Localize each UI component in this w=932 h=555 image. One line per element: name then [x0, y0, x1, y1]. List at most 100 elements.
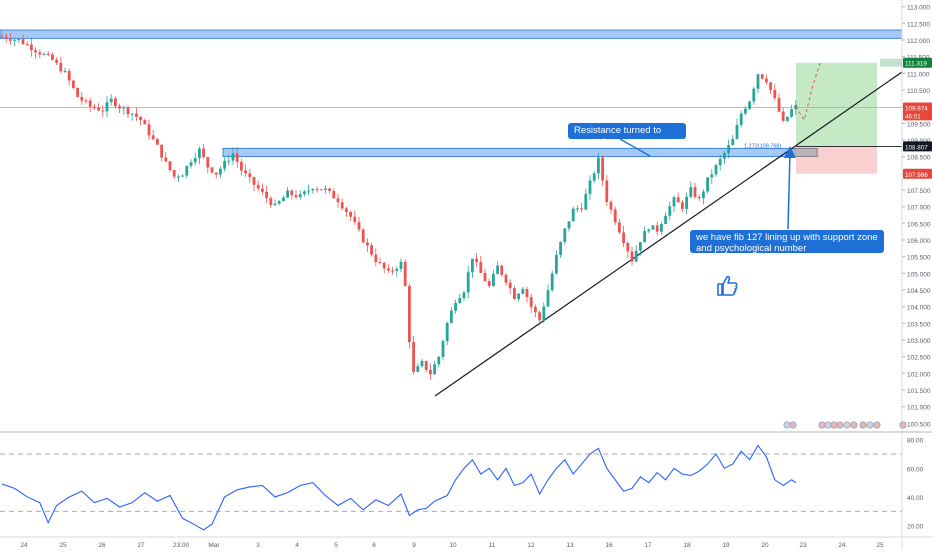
- candle: [735, 118, 739, 140]
- candle-body: [105, 102, 109, 112]
- candle: [139, 116, 142, 126]
- candle: [290, 189, 294, 200]
- candle: [177, 174, 180, 183]
- candle-body: [462, 292, 466, 298]
- candle: [72, 79, 75, 90]
- price-tag-label: 46:01: [905, 113, 921, 120]
- candle-body: [571, 208, 575, 222]
- candle-body: [248, 173, 252, 178]
- candle-body: [76, 87, 79, 97]
- candle: [655, 221, 659, 236]
- candle: [626, 241, 630, 258]
- candle-body: [261, 188, 264, 192]
- candle: [231, 147, 235, 166]
- candle: [206, 156, 210, 174]
- candle: [622, 225, 625, 248]
- candle: [55, 57, 58, 66]
- candle: [261, 183, 264, 196]
- candle: [345, 206, 348, 217]
- candle-body: [67, 71, 71, 81]
- candle: [135, 107, 138, 121]
- candle-body: [534, 306, 537, 313]
- price-tag: 46:01: [903, 110, 932, 121]
- candle-body: [353, 216, 357, 223]
- candle: [580, 203, 583, 213]
- candle: [538, 310, 541, 326]
- candle: [151, 129, 155, 141]
- time-tick-label: 16: [605, 542, 613, 549]
- candle-body: [471, 258, 474, 273]
- time-tick-label: 5: [334, 542, 338, 549]
- candle-body: [227, 160, 231, 162]
- candle-body: [584, 193, 588, 210]
- candle-body: [521, 288, 525, 294]
- fib-box: [788, 148, 818, 157]
- candle: [500, 264, 504, 278]
- price-tick-label: 112.000: [907, 38, 930, 45]
- candle-body: [597, 157, 600, 174]
- candle: [441, 339, 445, 361]
- candle-body: [63, 71, 67, 73]
- candle-body: [517, 293, 520, 300]
- candle-body: [416, 366, 420, 372]
- candle-body: [555, 254, 558, 274]
- candle: [391, 266, 394, 275]
- candle-body: [634, 250, 638, 262]
- candle: [147, 119, 151, 141]
- candle-body: [97, 108, 100, 111]
- candle: [269, 195, 273, 209]
- candle-body: [374, 254, 378, 263]
- candle-body: [387, 268, 390, 271]
- candle-body: [311, 189, 315, 191]
- candle-body: [504, 274, 508, 283]
- candle: [618, 218, 621, 235]
- rsi-tick-label: 80.00: [907, 438, 924, 445]
- candle: [689, 181, 693, 199]
- candle: [76, 87, 79, 98]
- candle-body: [240, 161, 243, 171]
- price-tick-label: 108.500: [907, 155, 931, 162]
- candle: [445, 321, 449, 346]
- candle-body: [51, 54, 54, 60]
- candle: [576, 205, 579, 213]
- candle-body: [550, 273, 554, 291]
- candle-body: [639, 242, 642, 251]
- candle-body: [130, 113, 134, 115]
- candle-body: [143, 120, 147, 125]
- ascending-trendline: [434, 71, 903, 397]
- candle-body: [613, 209, 617, 223]
- candle: [105, 96, 109, 118]
- candle-body: [193, 157, 197, 163]
- price-tick-label: 102.500: [907, 355, 931, 362]
- candle-body: [34, 50, 37, 53]
- candle-body: [605, 180, 609, 202]
- price-tick-label: 112.500: [907, 21, 930, 28]
- resistance-callout[interactable]: Resistance turned to support: [568, 123, 686, 147]
- candle-body: [777, 97, 781, 112]
- candle-body: [328, 188, 331, 191]
- candle-body: [525, 288, 529, 298]
- event-flag-icon: [818, 421, 826, 429]
- candle-body: [513, 288, 516, 300]
- candle-body: [30, 44, 33, 51]
- rsi-tick-label: 20.00: [907, 524, 924, 531]
- candle: [210, 167, 214, 174]
- fib-callout[interactable]: we have fib 127 lining up with support z…: [690, 230, 884, 254]
- candle-body: [450, 310, 453, 323]
- candle: [546, 284, 550, 308]
- candle: [63, 67, 67, 73]
- candle-body: [756, 74, 760, 89]
- event-flag-icon: [789, 421, 797, 429]
- candle: [214, 172, 218, 179]
- candle-body: [672, 197, 676, 207]
- candle: [744, 106, 747, 116]
- candle: [9, 33, 12, 45]
- candle-body: [46, 53, 50, 55]
- candle-body: [93, 106, 96, 109]
- candle-body: [563, 228, 567, 242]
- candle-body: [408, 286, 411, 343]
- candle: [609, 199, 613, 214]
- candle: [529, 293, 533, 313]
